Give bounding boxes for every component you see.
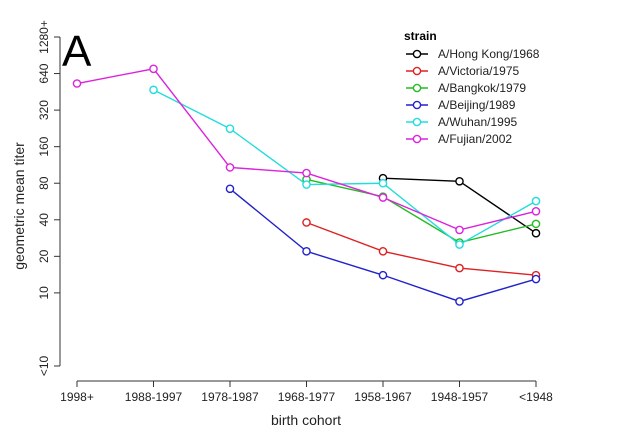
series-layer: [72, 64, 541, 306]
data-point: [302, 180, 311, 189]
legend-label: A/Victoria/1975: [438, 64, 519, 78]
x-tick-label: 1958-1967: [354, 390, 412, 404]
data-point: [531, 228, 541, 238]
y-tick-label: 80: [37, 176, 51, 190]
legend-label: A/Bangkok/1979: [438, 81, 526, 95]
legend-entry: A/Bangkok/1979: [406, 81, 526, 95]
legend-entry: A/Fujian/2002: [406, 132, 512, 146]
legend-label: A/Fujian/2002: [438, 132, 512, 146]
series-line: [382, 177, 537, 234]
legend-marker: [412, 134, 422, 144]
x-axis-title: birth cohort: [271, 412, 341, 428]
y-tick-label: 20: [37, 249, 51, 263]
legend-label: A/Wuhan/1995: [438, 115, 517, 129]
legend: strain A/Hong Kong/1968 A/Victoria/1975 A/…: [404, 29, 540, 146]
y-tick-label: 320: [37, 100, 51, 120]
panel-label: A: [62, 27, 92, 76]
legend-entry: A/Victoria/1975: [406, 64, 519, 78]
y-tick-label: 1280+: [37, 20, 51, 54]
legend-label: A/Hong Kong/1968: [438, 47, 540, 61]
y-axis-title: geometric mean titer: [11, 142, 27, 270]
data-point: [455, 297, 464, 306]
data-point: [302, 168, 311, 178]
data-point: [455, 176, 464, 186]
data-point: [149, 64, 158, 74]
data-point: [455, 225, 464, 235]
data-point: [302, 247, 311, 256]
data-point: [378, 193, 388, 202]
data-point: [455, 263, 464, 273]
x-tick-label: <1948: [519, 390, 553, 404]
x-tick-label: 1968-1977: [278, 390, 336, 404]
x-tick-label: 1948-1957: [431, 390, 489, 404]
data-point: [72, 79, 82, 88]
series: [225, 184, 541, 306]
y-tick-label: 160: [37, 136, 51, 156]
data-point: [225, 124, 235, 133]
legend-marker: [412, 83, 422, 93]
data-point: [378, 178, 388, 188]
series-line: [306, 178, 537, 244]
data-point: [378, 247, 388, 256]
data-point: [531, 274, 541, 284]
x-tick-label: 1978-1987: [201, 390, 259, 404]
data-point: [531, 196, 541, 206]
series-line: [306, 221, 537, 276]
legend-marker: [412, 49, 422, 59]
y-axis: <10 10 20 40 80 160 320 640 1280+: [37, 20, 61, 376]
legend-label: A/Beijing/1989: [438, 98, 516, 112]
x-tick-label: 1988-1997: [125, 390, 183, 404]
y-tick-label: 40: [37, 213, 51, 227]
data-point: [302, 218, 311, 227]
series-line: [229, 188, 537, 303]
data-point: [531, 206, 541, 216]
data-point: [378, 270, 388, 280]
data-point: [225, 184, 235, 194]
data-point: [225, 163, 235, 172]
legend-entry: A/Hong Kong/1968: [406, 47, 540, 61]
series: [302, 218, 541, 280]
data-point: [531, 219, 541, 229]
series: [149, 85, 541, 249]
legend-entry: A/Beijing/1989: [406, 98, 516, 112]
y-tick-label: 640: [37, 63, 51, 83]
legend-marker: [412, 117, 422, 127]
x-tick-label: 1998+: [60, 390, 94, 404]
legend-title: strain: [404, 29, 437, 43]
y-tick-label: 10: [37, 286, 51, 300]
x-axis: 1998+ 1988-1997 1978-1987 1968-1977 1958-196…: [60, 380, 553, 404]
series: [72, 64, 541, 235]
series-line: [153, 89, 537, 246]
y-tick-label: <10: [37, 355, 51, 376]
data-point: [149, 85, 158, 95]
legend-entry: A/Wuhan/1995: [406, 115, 517, 129]
legend-marker: [412, 66, 422, 76]
legend-marker: [412, 100, 422, 110]
data-point: [455, 240, 464, 249]
